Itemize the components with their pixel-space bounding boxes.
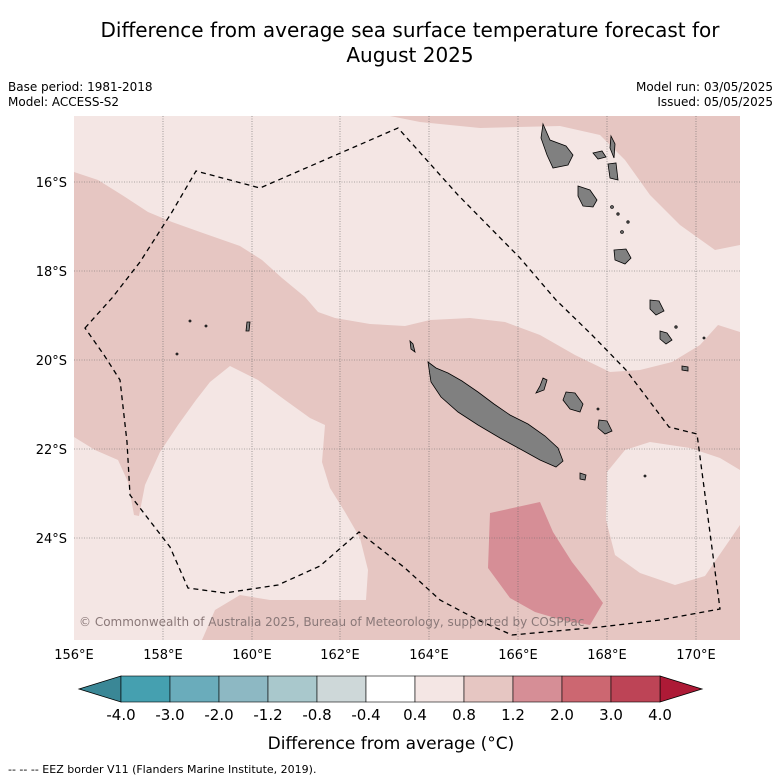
copyright-notice: © Commonwealth of Australia 2025, Bureau… [79,615,584,629]
colorbar-tick-label: 4.0 [648,706,672,724]
lon-label: 162°E [320,648,360,663]
vanuatu-erromango [649,299,665,316]
longitude-labels: 156°E 158°E 160°E 162°E 164°E 166°E 168°… [54,648,716,663]
colorbar-segment [316,675,367,703]
isle-of-pines [579,472,587,481]
colorbar-tick-label: 3.0 [599,706,623,724]
lat-label: 18°S [36,265,67,280]
band-0.4-0.8-southwest [74,366,368,640]
eez-legend-note: -- -- -- EEZ border V11 (Flanders Marine… [8,763,317,776]
colorbar-segment [365,675,416,703]
colorbar-tick-label: -4.0 [106,706,135,724]
loyalty-islands-mare [597,419,613,435]
colorbar-tick-label: -0.8 [302,706,331,724]
lon-label: 164°E [409,648,449,663]
colorbar-tick-label: 0.8 [452,706,476,724]
colorbar-segment [414,675,465,703]
title-line-1: Difference from average sea surface temp… [100,18,720,42]
vanuatu-ambrym [592,150,607,160]
colorbar-segment [512,675,563,703]
lat-label: 16°S [36,176,67,191]
band-0.4-0.8-southeast [606,442,740,585]
graticule [74,116,740,640]
vanuatu-malekula [577,185,598,208]
meta-right: Model run: 03/05/2025 Issued: 05/05/2025 [636,80,773,110]
model-run: Model run: 03/05/2025 [635,80,773,94]
colorbar-segment [218,675,269,703]
vanuatu-tanna [659,330,673,345]
colorbar-segment [610,675,661,703]
vanuatu-espiritu-santo [540,122,574,169]
colorbar-tick-label: -2.0 [204,706,233,724]
colorbar-ticks: -4.0 -3.0 -2.0 -1.2 -0.8 -0.4 0.4 0.8 1.2 2.0 3.0 4… [106,706,672,724]
lon-label: 166°E [498,648,538,663]
colorbar-over-arrow [659,675,704,703]
lat-label: 20°S [36,354,67,369]
map-title: Difference from average sea surface temp… [40,18,780,68]
lat-label: 22°S [36,443,67,458]
colorbar-tick-label: 0.4 [403,706,427,724]
band-0.4-0.8-north [74,116,740,372]
chesterfield-islet [245,321,251,332]
colorbar-tick-label: 1.2 [501,706,525,724]
colorbar-tick-label: 2.0 [550,706,574,724]
loyalty-islands-ouvea [535,377,548,394]
colorbar-segments [120,675,661,703]
colorbar-tick-label: -3.0 [155,706,184,724]
vanuatu-pentecost [609,134,616,159]
colorbar-segment [561,675,612,703]
base-period: Base period: 1981-2018 [8,80,153,94]
colorbar-tick-label: -1.2 [253,706,282,724]
colorbar-segment [169,675,220,703]
lon-label: 170°E [676,648,716,663]
issued-date: Issued: 05/05/2025 [657,95,773,109]
colorbar-label: Difference from average (°C) [268,734,515,754]
map-area: © Commonwealth of Australia 2025, Bureau… [74,116,740,640]
band-1.2-2.0 [488,502,603,625]
colorbar: -4.0 -3.0 -2.0 -1.2 -0.8 -0.4 0.4 0.8 1.2 2.0 3.0 4… [77,675,704,754]
vanuatu-aneityum [681,365,689,372]
colorbar-tick-label: -0.4 [351,706,380,724]
belep-islands [409,339,416,353]
colorbar-segment [463,675,514,703]
vanuatu-efate [613,248,632,265]
vanuatu-epi [607,162,619,181]
new-caledonia-mainland [427,361,564,468]
latitude-labels: 16°S 18°S 20°S 22°S 24°S [36,176,67,547]
title-line-2: August 2025 [346,43,474,67]
eez-border [84,127,721,636]
lat-label: 24°S [36,532,67,547]
colorbar-segment [120,675,171,703]
model-name: Model: ACCESS-S2 [8,95,120,109]
colorbar-segment [267,675,318,703]
lon-label: 158°E [143,648,183,663]
lon-label: 156°E [54,648,94,663]
colorbar-under-arrow [77,675,122,703]
lon-label: 160°E [232,648,272,663]
lon-label: 168°E [587,648,627,663]
land-masses [175,122,706,481]
meta-left: Base period: 1981-2018 Model: ACCESS-S2 [8,80,153,110]
loyalty-islands-lifou [562,391,584,413]
